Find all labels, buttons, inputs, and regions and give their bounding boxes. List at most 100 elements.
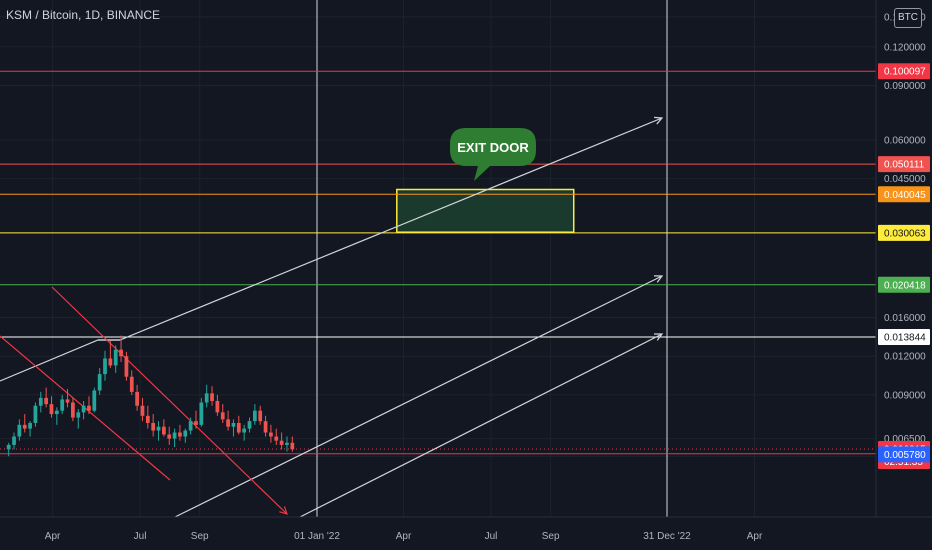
time-tick-label: 31 Dec '22 <box>643 531 691 542</box>
candle-body <box>22 424 27 429</box>
candle-body <box>242 428 247 433</box>
candle-body <box>12 436 16 445</box>
candle-body <box>258 410 263 422</box>
downtrend-line-upper <box>51 286 288 515</box>
candle-body <box>172 432 177 439</box>
price-line-tag-bg <box>878 224 930 241</box>
candle-body <box>204 393 209 403</box>
candle-body <box>103 358 107 375</box>
candle-body <box>71 402 75 418</box>
time-tick-label: Apr <box>396 531 412 542</box>
time-tick-label: Jul <box>485 531 498 542</box>
candle-body <box>119 349 123 357</box>
target-zone[interactable] <box>396 188 575 233</box>
price-line-tag-bg <box>878 329 930 345</box>
last-price-tag-countdown: 02:51:35 <box>884 457 923 468</box>
candle-body <box>263 421 268 433</box>
price-tick-label: 0.012000 <box>884 352 926 363</box>
channel-mid-line-arrowhead <box>653 275 664 283</box>
time-tick-label: 01 Jan '22 <box>294 531 340 542</box>
date-marker-lines <box>316 0 668 517</box>
price-tick-label: 0.120000 <box>884 42 926 53</box>
price-axis-tags: 0.100097 0.050111 0.040045 0.030063 0.020418… <box>878 63 930 469</box>
price-line-tag-bg <box>878 156 930 173</box>
candle-body <box>210 393 214 401</box>
candle-body <box>285 442 289 445</box>
candle-body <box>113 349 118 366</box>
candle-body <box>220 412 225 420</box>
candle-body <box>252 410 257 422</box>
time-axis-bg <box>0 517 932 550</box>
candle-body <box>17 424 22 437</box>
time-axis[interactable]: Apr Jul Sep 01 Jan '22 Apr Jul Sep 31 Dec '22 Ap… <box>0 516 932 550</box>
candle-body <box>290 442 295 450</box>
callout-bubble <box>450 128 536 181</box>
price-line-tag-text: 0.020418 <box>884 280 926 291</box>
candle-body <box>269 432 273 437</box>
candle-body <box>81 405 86 413</box>
exit-door-callout[interactable]: EXIT DOOR <box>450 128 536 181</box>
candle-body <box>279 440 284 445</box>
candle-body <box>135 391 139 406</box>
channel-top-line-arrowhead <box>653 116 664 125</box>
price-line-tag-text: 0.100097 <box>884 67 926 78</box>
price-tick-label: 0.060000 <box>884 135 926 146</box>
candle-body <box>6 444 11 450</box>
time-tick-label: Apr <box>45 531 61 542</box>
price-tick-label: 0.006500 <box>884 434 926 445</box>
target-zone-rect <box>396 188 575 233</box>
candle-body <box>124 356 129 377</box>
candle-body <box>194 421 198 425</box>
candle-body <box>156 426 161 431</box>
currency-button[interactable]: BTC <box>894 8 922 28</box>
price-line-tag-text: 0.050111 <box>884 160 925 171</box>
symbol-title: KSM / Bitcoin, 1D, BINANCE <box>6 8 161 22</box>
candle-body <box>28 422 32 429</box>
candlestick-series <box>6 335 295 457</box>
price-tick-label: 0.009000 <box>884 390 926 401</box>
candle-body <box>87 405 91 411</box>
channel-bottom-line-arrowhead <box>653 333 664 341</box>
candle-body <box>215 400 220 413</box>
candle-body <box>76 412 81 418</box>
price-line-tag-text: 0.040045 <box>884 190 926 201</box>
horizontal-price-lines[interactable] <box>0 70 876 455</box>
price-line-tag-bg <box>878 276 930 293</box>
candle-body <box>140 405 145 416</box>
channel-mid-line <box>174 275 663 518</box>
candle-body <box>236 422 241 433</box>
time-tick-label: Sep <box>191 531 209 542</box>
candle-body <box>54 410 59 415</box>
candle-body <box>178 432 182 437</box>
time-tick-label: Apr <box>747 531 763 542</box>
price-tick-label: 0.016000 <box>884 313 926 324</box>
extra-price-tag-bg <box>878 446 930 463</box>
candle-body <box>274 436 279 441</box>
candle-body <box>188 421 193 431</box>
price-line-tag-bg <box>878 63 930 80</box>
candle-body <box>167 434 172 439</box>
time-tick-highlight-bg <box>634 518 700 550</box>
candle-body <box>38 397 43 406</box>
candle-body <box>97 374 102 391</box>
candle-body <box>151 422 156 431</box>
time-tick-label: Jul <box>134 531 147 542</box>
candle-body <box>226 419 230 427</box>
price-tick-label: 0.045000 <box>884 174 926 185</box>
candle-body <box>231 422 236 427</box>
candle-body <box>92 390 97 411</box>
candle-body <box>108 358 113 366</box>
callout-text: EXIT DOOR <box>457 140 529 155</box>
price-tick-label: 0.090000 <box>884 81 926 92</box>
price-line-tag-text: 0.030063 <box>884 228 926 239</box>
time-tick-highlight-bg <box>284 518 350 550</box>
channel-bottom-line <box>299 333 663 518</box>
candle-body <box>183 430 188 437</box>
candle-body <box>162 426 166 435</box>
candle-body <box>60 399 65 411</box>
candle-body <box>49 404 54 415</box>
candle-body <box>247 421 252 429</box>
trend-lines[interactable] <box>0 116 664 518</box>
